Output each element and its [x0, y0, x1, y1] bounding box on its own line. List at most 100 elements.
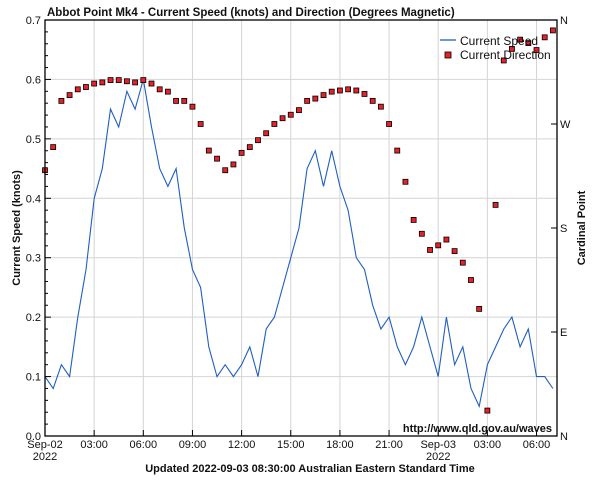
- x-tick-label: 09:00: [179, 439, 207, 451]
- direction-point: [468, 277, 474, 283]
- y-axis-label: Current Speed (knots): [11, 170, 23, 286]
- y2-tick-label: N: [560, 431, 568, 443]
- direction-point: [533, 47, 540, 53]
- direction-point: [296, 107, 302, 114]
- direction-point: [541, 34, 548, 41]
- direction-point: [263, 130, 270, 137]
- direction-point: [345, 86, 352, 93]
- direction-point: [246, 144, 253, 151]
- y2-tick-label: W: [560, 119, 571, 131]
- series-line-current-speed: [44, 79, 554, 409]
- direction-point: [287, 111, 294, 118]
- direction-point: [230, 161, 237, 168]
- watermark-url: http://www.qld.gov.au/waves: [403, 423, 552, 435]
- direction-point: [205, 147, 212, 154]
- direction-point: [107, 77, 114, 83]
- axes: 0.00.10.20.30.40.50.60.7NESWNSep-0220220…: [26, 15, 571, 463]
- direction-point: [377, 103, 384, 110]
- direction-point: [99, 79, 106, 86]
- direction-point: [124, 78, 130, 85]
- direction-point: [353, 87, 360, 94]
- x-tick-label: 06:00: [523, 439, 551, 451]
- y2-tick-label: E: [560, 327, 567, 339]
- direction-point: [361, 91, 368, 97]
- direction-point: [304, 97, 311, 104]
- direction-point: [132, 79, 139, 86]
- direction-point: [66, 92, 73, 99]
- direction-point: [337, 87, 343, 94]
- y2-axis-label: Cardinal Point: [576, 190, 588, 265]
- footer-updated: Updated 2022-09-03 08:30:00 Australian E…: [145, 463, 475, 475]
- direction-point: [517, 36, 524, 43]
- x-tick-label: 03:00: [474, 439, 502, 451]
- direction-point: [410, 217, 417, 223]
- direction-point: [386, 121, 392, 127]
- direction-point: [83, 84, 89, 90]
- y-tick-label: 0.0: [26, 431, 41, 443]
- x-tick-label: Sep-03: [420, 439, 455, 451]
- direction-point: [476, 305, 483, 312]
- direction-point: [197, 121, 204, 127]
- x-tick-label: Sep-02: [27, 439, 62, 451]
- direction-point: [525, 40, 532, 47]
- direction-point: [271, 121, 278, 127]
- direction-point: [189, 103, 196, 110]
- y-tick-label: 0.2: [26, 312, 41, 324]
- x-tick-label: 12:00: [228, 439, 256, 451]
- x-tick-sublabel: 2022: [426, 451, 450, 463]
- direction-point: [222, 167, 229, 174]
- chart-title: Abbot Point Mk4 - Current Speed (knots) …: [47, 7, 455, 19]
- direction-point: [402, 178, 409, 185]
- direction-point: [443, 236, 450, 243]
- x-tick-sublabel: 2022: [33, 451, 57, 463]
- direction-point: [50, 144, 57, 151]
- direction-point: [238, 149, 245, 156]
- x-tick-label: 15:00: [277, 439, 305, 451]
- direction-point: [509, 45, 515, 52]
- direction-point: [484, 407, 491, 414]
- grid: [45, 20, 557, 436]
- y-tick-label: 0.7: [26, 15, 41, 27]
- direction-point: [418, 230, 425, 237]
- x-tick-label: 18:00: [326, 439, 354, 451]
- direction-point: [500, 57, 507, 64]
- y2-tick-label: S: [560, 223, 567, 235]
- direction-point: [320, 92, 327, 99]
- direction-point: [427, 247, 433, 253]
- direction-point: [156, 86, 163, 93]
- direction-point: [140, 77, 147, 83]
- x-tick-label: 21:00: [375, 439, 403, 451]
- x-tick-label: 03:00: [80, 439, 108, 451]
- y-tick-label: 0.5: [26, 134, 41, 146]
- y-tick-label: 0.1: [26, 372, 41, 384]
- direction-point: [115, 77, 122, 83]
- direction-point: [164, 88, 171, 95]
- legend-label-speed: Current Speed: [460, 34, 538, 48]
- direction-point: [394, 147, 401, 154]
- direction-point: [312, 95, 319, 102]
- y2-tick-label: N: [560, 15, 568, 27]
- direction-point: [369, 97, 376, 104]
- y-tick-label: 0.4: [26, 193, 41, 205]
- direction-point: [91, 80, 98, 87]
- series-layer: [42, 27, 556, 414]
- direction-point: [328, 88, 335, 95]
- legend: Current Speed Current Direction: [440, 34, 551, 62]
- legend-marker-swatch: [444, 51, 452, 59]
- y-tick-label: 0.6: [26, 74, 41, 86]
- direction-point: [492, 201, 499, 208]
- direction-point: [451, 248, 458, 255]
- direction-point: [181, 97, 188, 104]
- direction-point: [173, 97, 179, 104]
- direction-point: [550, 27, 556, 34]
- direction-point: [214, 155, 220, 162]
- direction-point: [74, 86, 81, 93]
- y-tick-label: 0.3: [26, 253, 41, 265]
- direction-point: [459, 259, 466, 266]
- direction-point: [148, 80, 155, 87]
- direction-point: [435, 242, 442, 249]
- direction-point: [279, 115, 286, 122]
- plot-frame: [44, 19, 558, 437]
- legend-label-direction: Current Direction: [460, 48, 551, 62]
